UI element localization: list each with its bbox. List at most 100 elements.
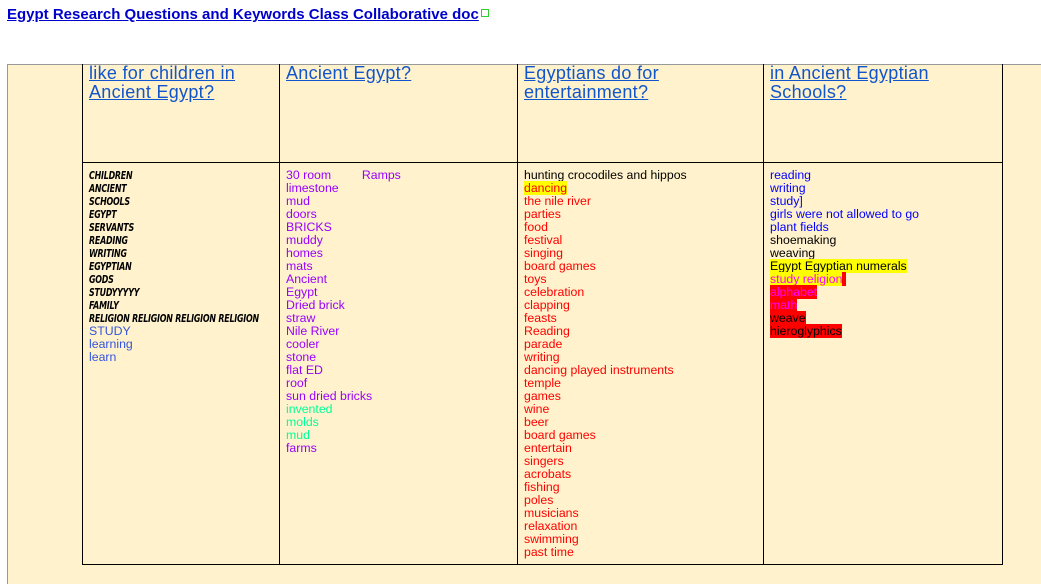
list-item: READING	[89, 234, 325, 247]
list-item: flat ED	[286, 364, 401, 377]
column-header[interactable]: Ancient Egypt?	[286, 63, 412, 83]
column-header[interactable]: like for children in Ancient Egypt?	[89, 63, 236, 102]
keyword-list: CHILDREN ANCIENT SCHOOLS EGYPT SERVANTS READI…	[89, 169, 325, 364]
list-item: the nile river	[524, 195, 687, 208]
list-item: writing	[524, 351, 687, 364]
keyword-text: feasts	[524, 311, 557, 325]
list-item: weaving	[770, 247, 919, 260]
list-item: weave	[770, 311, 919, 325]
list-item: hieroglyphics	[770, 324, 919, 338]
keyword-text: mud	[286, 194, 310, 208]
keyword-text: BRICKS	[286, 220, 332, 234]
list-item: writing	[770, 182, 919, 195]
keyword-list: 30 room Ramps limestone mud doors BRICKS mudd…	[286, 169, 401, 455]
list-item: stone	[286, 351, 401, 364]
keyword-list: reading writing study] girls were not allow…	[770, 169, 919, 338]
list-item: celebration	[524, 286, 687, 299]
keyword-text: limestone	[286, 181, 339, 195]
keyword-text: study religion	[770, 272, 847, 286]
list-item: WRITING	[89, 247, 325, 260]
list-item: shoemaking	[770, 234, 919, 247]
list-item: poles	[524, 494, 687, 507]
list-item: study religion	[770, 272, 919, 286]
keyword-text: writing	[524, 350, 560, 364]
list-item: CHILDREN	[89, 169, 325, 182]
keyword-list: hunting crocodiles and hippos dancing the …	[524, 169, 687, 559]
list-item: mud	[286, 195, 401, 208]
list-item: Egypt	[286, 286, 401, 299]
table-background	[7, 64, 1041, 584]
column-buildings: Ancient Egypt? 30 room Ramps limestone mud…	[280, 64, 518, 564]
keyword-text: beer	[524, 415, 549, 429]
keyword-text: fishing	[524, 480, 560, 494]
keyword-text: weave	[770, 311, 806, 325]
keyword-text: SCHOOLS	[89, 195, 130, 208]
document-title-link[interactable]: Egypt Research Questions and Keywords Cl…	[7, 6, 489, 23]
keyword-text: FAMILY	[89, 299, 119, 312]
keyword-text: doors	[286, 207, 317, 221]
keyword-text: EGYPT	[89, 208, 117, 221]
keyword-text: mats	[286, 259, 313, 273]
keyword-text: the nile river	[524, 194, 591, 208]
keyword-text: weaving	[770, 246, 816, 260]
list-item: Egypt Egyptian numerals	[770, 259, 919, 273]
list-item: farms	[286, 442, 401, 455]
column-children: like for children in Ancient Egypt? CHIL…	[83, 64, 280, 564]
keyword-text: sun dried bricks	[286, 389, 373, 403]
keyword-text: roof	[286, 376, 308, 390]
list-item: straw	[286, 312, 401, 325]
title-text: Egypt Research Questions and Keywords Cl…	[7, 6, 479, 23]
list-item: roof	[286, 377, 401, 390]
list-item: board games	[524, 429, 687, 442]
keyword-text: relaxation	[524, 519, 578, 533]
column-header[interactable]: in Ancient Egyptian Schools?	[770, 63, 929, 102]
keyword-text: writing	[770, 181, 806, 195]
list-item: plant fields	[770, 221, 919, 234]
keyword-text: learning	[89, 337, 133, 351]
list-item: muddy	[286, 234, 401, 247]
list-item: parade	[524, 338, 687, 351]
list-item: games	[524, 390, 687, 403]
external-link-icon	[480, 9, 489, 17]
keyword-text: toys	[524, 272, 547, 286]
keyword-text: stone	[286, 350, 317, 364]
keyword-text: homes	[286, 246, 323, 260]
list-item: EGYPT	[89, 208, 325, 221]
keyword-text: plant fields	[770, 220, 829, 234]
list-item: STUDY	[89, 325, 325, 338]
list-item: girls were not allowed to go	[770, 208, 919, 221]
research-table: like for children in Ancient Egypt? CHIL…	[82, 64, 1003, 565]
keyword-text: hunting crocodiles and hippos	[524, 168, 687, 182]
keyword-text: Reading	[524, 324, 570, 338]
column-header[interactable]: Egyptians do for entertainment?	[524, 63, 659, 102]
keyword-text: STUDYYYYY	[89, 286, 140, 299]
keyword-text: hieroglyphics	[770, 324, 842, 338]
list-item: food	[524, 221, 687, 234]
list-item: dancing	[524, 181, 687, 195]
list-item: feasts	[524, 312, 687, 325]
list-item: mud	[286, 429, 401, 442]
keyword-text: Egypt Egyptian numerals	[770, 259, 907, 273]
keyword-text: past time	[524, 545, 574, 559]
list-item: EGYPTIAN	[89, 260, 325, 273]
list-item: beer	[524, 416, 687, 429]
list-item: past time	[524, 546, 687, 559]
list-item: math	[770, 298, 919, 312]
list-item: dancing played instruments	[524, 364, 687, 377]
keyword-text: shoemaking	[770, 233, 837, 247]
keyword-text: STUDY	[89, 324, 131, 338]
keyword-text: clapping	[524, 298, 570, 312]
list-item: FAMILY	[89, 299, 325, 312]
list-item: clapping	[524, 299, 687, 312]
keyword-text: Nile River	[286, 324, 340, 338]
keyword-text: muddy	[286, 233, 323, 247]
list-item: study]	[770, 195, 919, 208]
keyword-text: straw	[286, 311, 316, 325]
list-item: cooler	[286, 338, 401, 351]
keyword-text: farms	[286, 441, 317, 455]
keyword-text: acrobats	[524, 467, 572, 481]
keyword-text: alphabet	[770, 285, 818, 299]
list-item: mats	[286, 260, 401, 273]
keyword-text: GODS	[89, 273, 114, 286]
keyword-text: CHILDREN	[89, 169, 133, 182]
